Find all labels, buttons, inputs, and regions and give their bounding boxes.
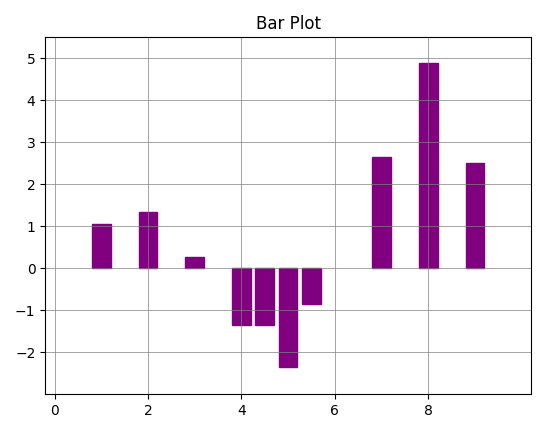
Bar (92, 224, 111, 268)
Bar (256, 268, 274, 325)
Title: Bar Plot: Bar Plot (256, 15, 321, 33)
Bar (232, 268, 251, 325)
Bar (419, 62, 437, 268)
Bar (302, 268, 321, 304)
Bar (139, 212, 157, 268)
Bar (185, 256, 204, 268)
Bar (372, 157, 391, 268)
Bar (279, 268, 298, 367)
Bar (466, 163, 484, 268)
